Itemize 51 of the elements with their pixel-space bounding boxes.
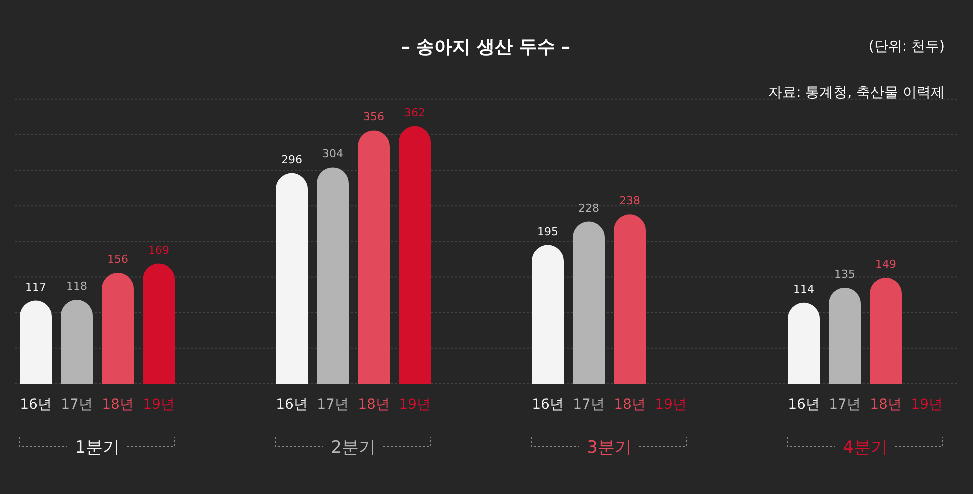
series-label: 18년 — [102, 397, 134, 413]
text: 19년 — [655, 397, 687, 413]
bar — [614, 214, 646, 384]
text: 19년 — [399, 397, 431, 413]
text: (단위: 천두) — [868, 39, 945, 55]
data-label: 114 — [794, 282, 814, 296]
text: 16년 — [532, 397, 564, 413]
text: 18년 — [614, 397, 646, 413]
data-label: 362 — [404, 106, 426, 120]
bar — [358, 130, 390, 384]
x-tick-label: 1분기 — [75, 438, 120, 458]
text: 17년 — [573, 397, 605, 413]
text: 18년 — [870, 397, 902, 413]
text: 18년 — [358, 397, 390, 413]
data-label: 156 — [108, 253, 128, 266]
data-label: 169 — [148, 244, 170, 257]
chart-title: – 송아지 생산 두수 – — [401, 37, 571, 58]
bar — [143, 264, 175, 384]
data-label: 296 — [282, 153, 302, 166]
bar — [788, 302, 820, 384]
x-tick-label: 3분기 — [587, 438, 632, 458]
text: 19년 — [911, 397, 943, 413]
data-label: 117 — [26, 280, 46, 294]
series-label: 16년 — [20, 397, 52, 413]
bar — [20, 300, 52, 384]
x-tick-label: 4분기 — [843, 438, 888, 458]
bar — [532, 245, 564, 384]
data-label: 304 — [322, 148, 344, 161]
bar — [829, 288, 861, 384]
data-label: 118 — [66, 280, 88, 294]
data-label: 135 — [834, 268, 856, 281]
bar — [317, 168, 349, 384]
data-label: 149 — [876, 258, 896, 271]
text: 16년 — [788, 397, 820, 413]
series-label: 17년 — [61, 397, 93, 413]
bar — [102, 273, 134, 384]
bar — [276, 173, 308, 384]
data-label: 195 — [538, 225, 558, 238]
data-label: 238 — [620, 194, 640, 208]
annotation: 자료: 통계청, 축산물 이력제 — [768, 85, 945, 101]
bar — [870, 278, 902, 384]
data-label: 356 — [364, 110, 384, 124]
text: 17년 — [829, 397, 861, 413]
bar — [573, 222, 605, 384]
x-tick-label: 2분기 — [331, 438, 376, 458]
series-label: 19년 — [143, 397, 175, 413]
data-label: 228 — [578, 202, 600, 215]
text: 16년 — [276, 397, 308, 413]
bar — [399, 126, 431, 384]
bar — [61, 300, 93, 384]
text: 17년 — [317, 397, 349, 413]
